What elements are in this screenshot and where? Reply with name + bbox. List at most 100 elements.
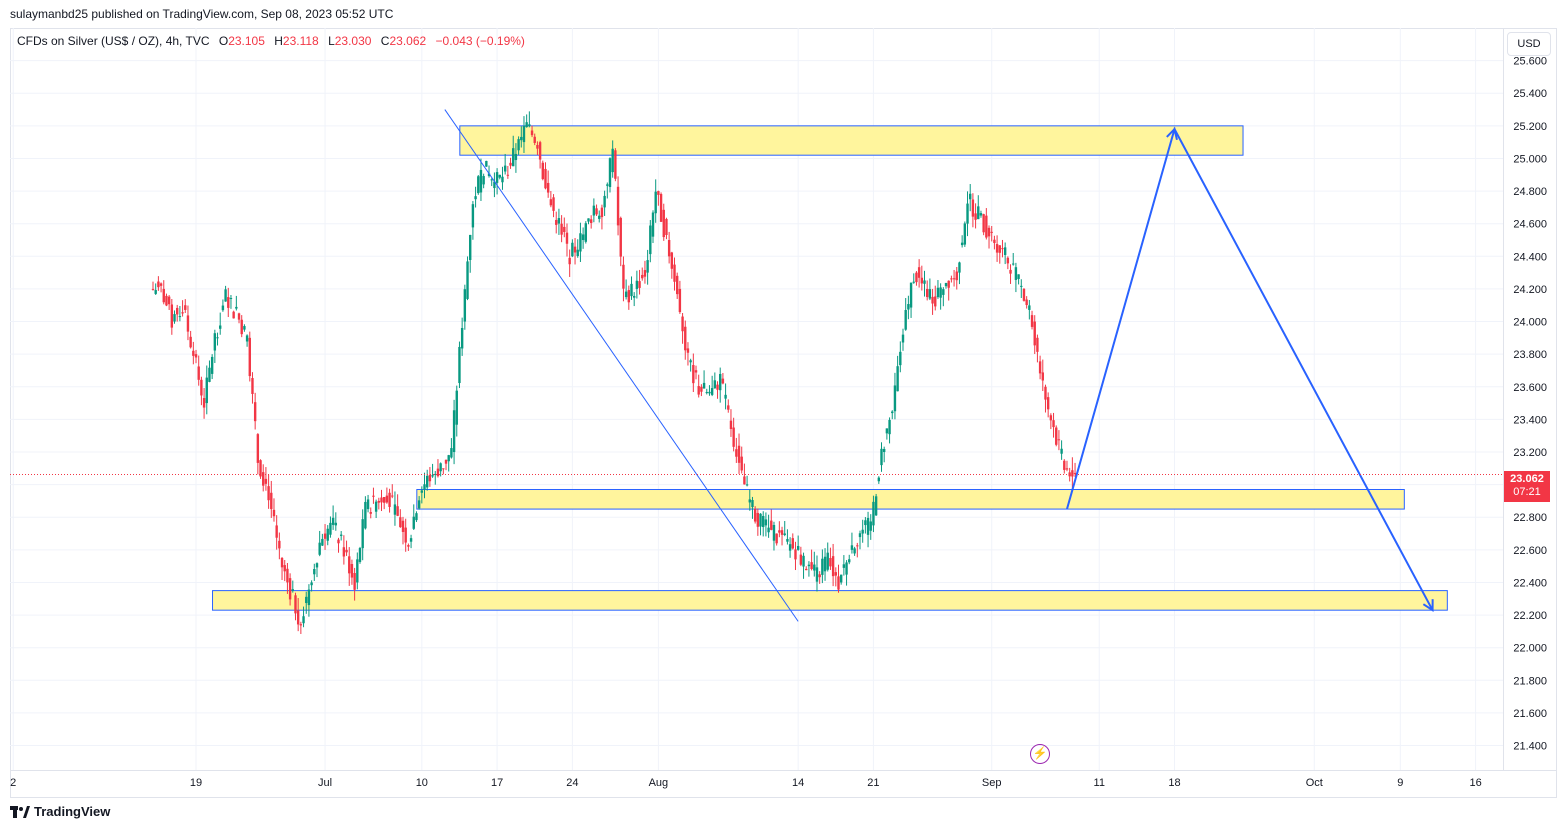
time-tick-label: 16 [1469, 777, 1481, 789]
currency-button[interactable]: USD [1507, 32, 1551, 56]
candle-body [571, 242, 574, 257]
candle-body [920, 277, 924, 284]
candle-body [638, 281, 641, 288]
lightning-icon[interactable]: ⚡ [1030, 744, 1050, 764]
candle-body [337, 539, 340, 544]
candle-body [1046, 397, 1050, 410]
candle-body [345, 549, 348, 553]
candle-body [485, 160, 488, 167]
candle-body [831, 556, 835, 577]
symbol-name[interactable]: CFDs on Silver (US$ / OZ), 4h, TVC [17, 34, 210, 48]
candle-body [678, 288, 682, 313]
candle-body [202, 398, 206, 408]
candle-body [928, 289, 932, 299]
candle-body [767, 527, 770, 533]
price-tick-label: 25.200 [1513, 121, 1547, 133]
candle-body [724, 394, 727, 399]
candle-body [909, 282, 913, 308]
candle-body [493, 181, 496, 189]
candle-body [848, 559, 851, 563]
candle-body [853, 548, 856, 554]
candle-body [305, 596, 308, 604]
candle-body [982, 214, 985, 233]
candle-body [788, 544, 792, 551]
candle-body [353, 572, 356, 590]
candle-body [460, 327, 464, 349]
candle-body [971, 199, 975, 217]
candle-body [307, 589, 311, 606]
time-tick-label: 11 [1094, 777, 1105, 789]
candle-body [557, 218, 561, 224]
candle-body [388, 492, 391, 507]
candle-body [568, 257, 571, 265]
price-tick-label: 24.400 [1513, 251, 1547, 263]
candle-body [627, 290, 631, 303]
candle-body [490, 179, 493, 181]
candle-body [267, 486, 270, 501]
candle-body [856, 545, 859, 547]
candle-body [692, 365, 695, 384]
candle-body [350, 564, 354, 578]
candle-body [310, 582, 313, 586]
time-tick-label: 9 [1397, 777, 1403, 789]
candle-body [245, 335, 249, 342]
candle-body [901, 334, 905, 343]
candle-body [1006, 257, 1010, 264]
tradingview-brand[interactable]: TradingView [10, 804, 110, 819]
candle-body [275, 525, 278, 538]
open-label: O [218, 34, 229, 48]
candle-body [925, 288, 929, 298]
candle-body [748, 499, 751, 503]
candle-body [208, 367, 211, 382]
candle-body [979, 213, 983, 216]
high-label: H [274, 34, 283, 48]
candle-body [1036, 337, 1039, 352]
price-tick-label: 22.600 [1513, 545, 1547, 557]
candle-body [1065, 468, 1069, 470]
candle-body [737, 445, 741, 463]
candle-body [641, 274, 644, 279]
candle-body [407, 545, 410, 547]
candle-body [1022, 288, 1026, 301]
price-tick-label: 22.800 [1513, 512, 1547, 524]
candle-body [686, 348, 690, 353]
price-tick-label: 22.200 [1513, 610, 1547, 622]
candle-body [216, 337, 219, 339]
candle-body [756, 512, 760, 527]
candle-body [947, 280, 950, 288]
candle-body [923, 280, 926, 284]
candle-body [614, 150, 617, 179]
price-tick-label: 22.400 [1513, 577, 1547, 589]
candle-body [471, 204, 475, 228]
candle-body [530, 130, 534, 136]
time-tick-label: 2 [10, 777, 16, 789]
candle-body [845, 562, 848, 575]
candle-body [237, 313, 241, 320]
candle-body [506, 174, 510, 176]
price-tick-label: 24.600 [1513, 219, 1547, 231]
candle-body [783, 533, 786, 535]
arrow-head-down [1422, 599, 1434, 613]
candle-body [667, 240, 671, 257]
candle-body [428, 475, 432, 482]
candle-body [434, 473, 437, 475]
candle-body [665, 218, 668, 235]
last-price-tag: 23.062 07:21 [1504, 471, 1550, 502]
candle-body [888, 419, 891, 435]
candle-body [885, 428, 889, 434]
candle-body [189, 336, 192, 348]
candle-body [385, 495, 389, 503]
candle-body [662, 209, 665, 238]
candle-body [993, 239, 996, 244]
candle-body [283, 565, 286, 572]
candle-body [891, 411, 894, 414]
candle-body [176, 307, 179, 315]
time-tick-label: Jul [318, 777, 332, 789]
candle-body [958, 262, 961, 273]
candle-body [165, 295, 168, 306]
candle-body [318, 542, 321, 555]
time-tick-label: 18 [1168, 777, 1180, 789]
time-tick-label: 19 [190, 777, 202, 789]
candle-body [546, 182, 550, 193]
